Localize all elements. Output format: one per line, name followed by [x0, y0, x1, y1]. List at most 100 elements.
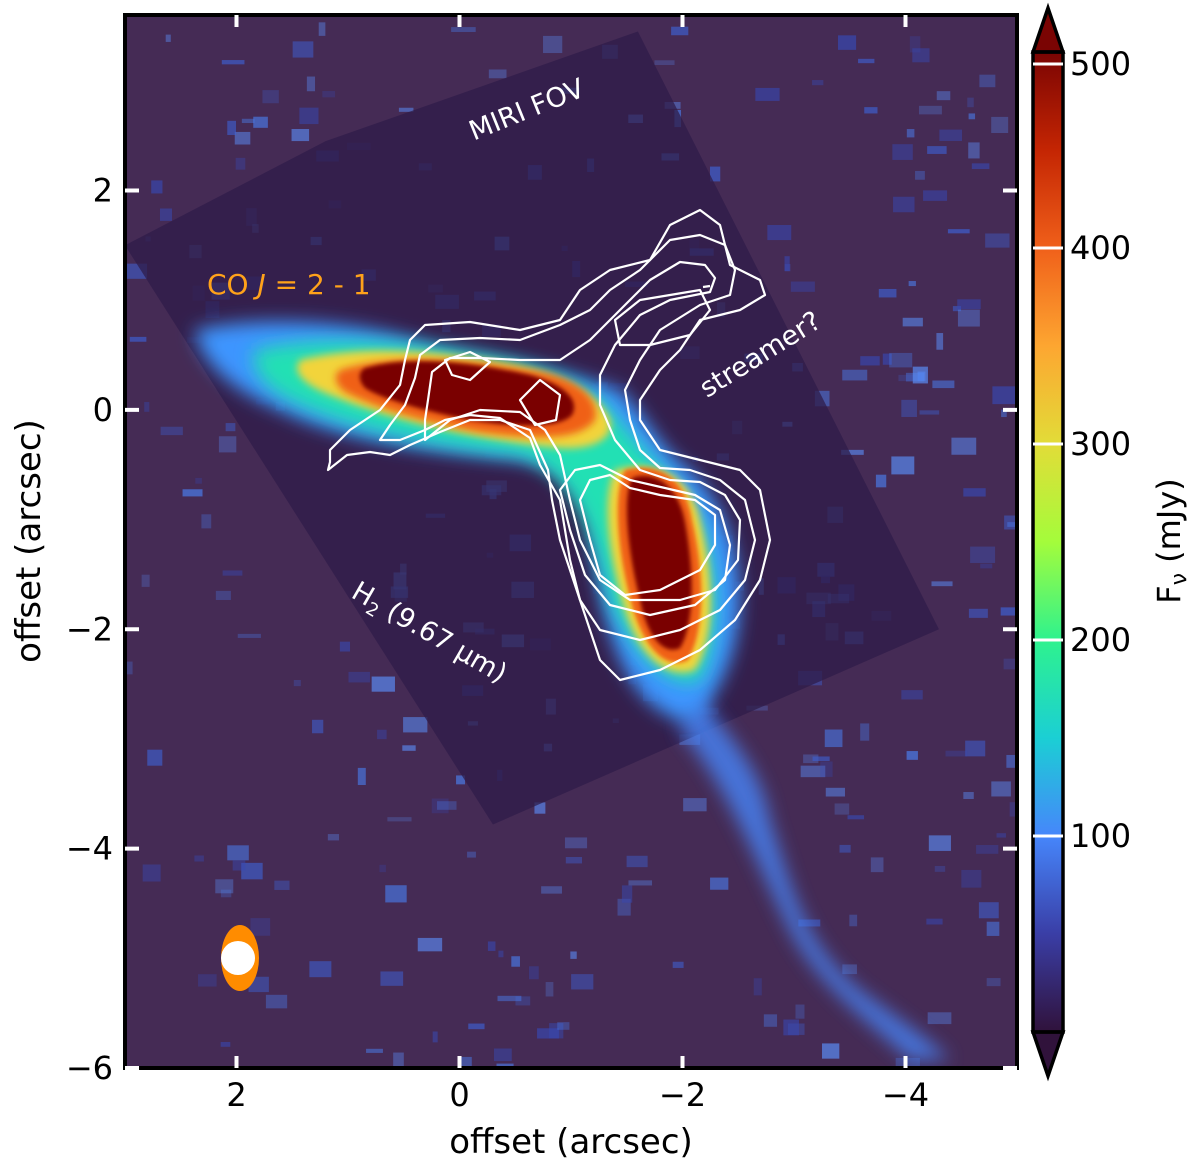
noise-speckle: [683, 798, 707, 812]
colorbar-frame: [1031, 50, 1065, 1034]
noise-speckle: [357, 767, 366, 785]
noise-speckle: [227, 845, 249, 861]
noise-speckle: [380, 971, 404, 986]
h2-contours: [326, 208, 772, 682]
noise-speckle: [293, 679, 301, 687]
noise-speckle: [936, 91, 951, 101]
co-label: CO J = 2 - 1: [207, 268, 371, 301]
noise-speckle: [456, 775, 466, 785]
noise-speckle: [306, 76, 316, 92]
noise-speckle: [497, 995, 522, 1002]
noise-speckle: [967, 97, 974, 108]
noise-speckle: [234, 131, 251, 145]
noise-speckle: [957, 299, 981, 310]
h2-contour-5: [443, 350, 492, 382]
noise-speckle: [996, 833, 1006, 838]
noise-speckle: [198, 974, 217, 987]
noise-speckle: [968, 608, 988, 618]
noise-speckle: [237, 633, 261, 638]
noise-speckle: [841, 449, 864, 455]
noise-speckle: [537, 1028, 559, 1039]
noise-speckle: [339, 641, 351, 652]
noise-speckle: [299, 107, 319, 125]
noise-speckle: [182, 489, 203, 497]
noise-speckle: [327, 834, 340, 841]
noise-speckle: [195, 477, 202, 484]
noise-speckle: [957, 309, 980, 327]
noise-speckle: [915, 170, 925, 180]
noise-speckle: [1007, 522, 1017, 527]
noise-speckle: [755, 87, 780, 101]
noise-speckle: [348, 671, 370, 683]
noise-speckle: [379, 864, 386, 873]
noise-speckle: [909, 36, 921, 53]
noise-speckle: [908, 281, 916, 287]
noise-speckle: [220, 889, 232, 898]
noise-speckle: [222, 570, 243, 576]
noise-speckle: [654, 60, 675, 66]
y-tick-label: 0: [93, 391, 113, 429]
noise-speckle: [151, 180, 163, 194]
noise-speckle: [803, 754, 819, 764]
colorbar-gradient: [1033, 52, 1063, 1032]
noise-speckle: [621, 885, 633, 903]
noise-speckle: [923, 190, 948, 201]
noise-speckle: [628, 880, 653, 886]
y-tick-label: −4: [66, 830, 113, 868]
noise-speckle: [947, 229, 970, 234]
y-tick-label: 2: [93, 172, 113, 210]
noise-speckle: [927, 146, 947, 154]
noise-speckle: [227, 120, 237, 135]
x-tick-label: −2: [659, 1076, 706, 1114]
y-axis-ticks: 2 0 −2 −4 −6: [66, 172, 1017, 1087]
noise-speckle: [939, 129, 963, 141]
noise-speckle: [564, 837, 588, 849]
noise-speckle: [889, 352, 913, 368]
noise-speckle: [432, 1031, 438, 1043]
noise-speckle: [528, 966, 539, 980]
noise-speckle: [459, 1056, 472, 1068]
h2-contour-9: [558, 463, 732, 617]
noise-speckle: [1003, 658, 1017, 670]
noise-speckle: [800, 765, 826, 778]
noise-speckle: [825, 787, 845, 797]
noise-speckle: [144, 402, 150, 412]
x-tick-label: 0: [449, 1076, 469, 1114]
noise-speckle: [891, 456, 915, 475]
noise-speckle: [842, 369, 868, 381]
noise-speckle: [437, 801, 457, 810]
noise-speckle: [849, 914, 858, 927]
noise-speckle: [820, 761, 833, 777]
colorbar-tick-label: 400: [1070, 229, 1131, 267]
noise-speckle: [385, 885, 407, 903]
noise-speckle: [901, 399, 917, 417]
noise-speckle: [371, 676, 395, 692]
noise-speckle: [398, 107, 414, 112]
noise-speckle: [543, 35, 563, 54]
colorbar-tick-label: 300: [1070, 425, 1131, 463]
noise-speckle: [834, 803, 850, 815]
noise-speckle: [783, 1019, 799, 1036]
noise-speckle: [557, 1022, 570, 1030]
noise-speckle: [763, 1014, 778, 1027]
noise-speckle: [493, 1048, 512, 1062]
miri-beam: [221, 941, 255, 975]
y-tick-label: −6: [66, 1049, 113, 1087]
h2-contour-3: [423, 260, 742, 602]
noise-speckle: [919, 410, 940, 415]
noise-speckle: [934, 865, 946, 872]
noise-speckle: [147, 749, 163, 766]
emission-tail: [680, 680, 950, 1060]
noise-speckle: [403, 717, 428, 733]
noise-speckle: [220, 1042, 231, 1047]
emission-peak: [359, 361, 575, 426]
noise-speckle: [936, 333, 944, 350]
noise-speckle: [250, 918, 271, 936]
noise-speckle: [431, 798, 449, 814]
noise-speckle: [215, 590, 231, 600]
noise-speckle: [165, 34, 171, 42]
colorbar-tick-label: 500: [1070, 45, 1131, 83]
noise-speckle: [842, 964, 857, 975]
noise-speckle: [142, 864, 161, 882]
colorbar-extend-top: [1030, 2, 1066, 54]
